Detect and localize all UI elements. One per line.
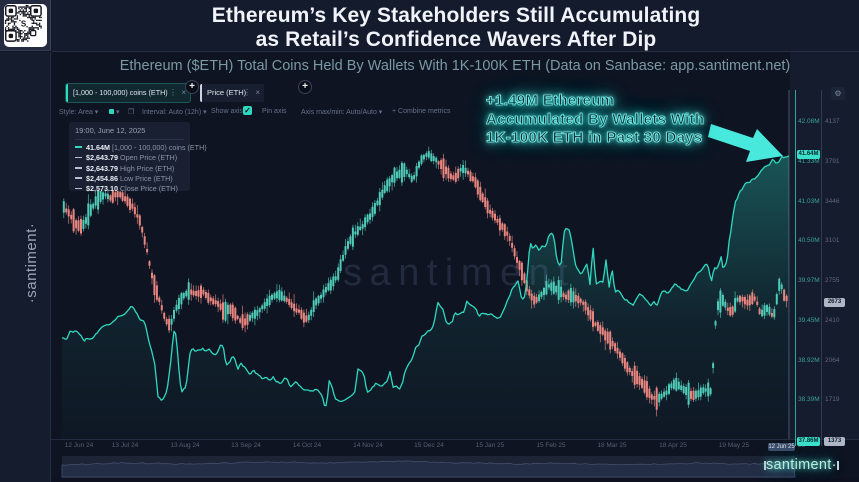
svg-text:S: S: [21, 19, 27, 28]
